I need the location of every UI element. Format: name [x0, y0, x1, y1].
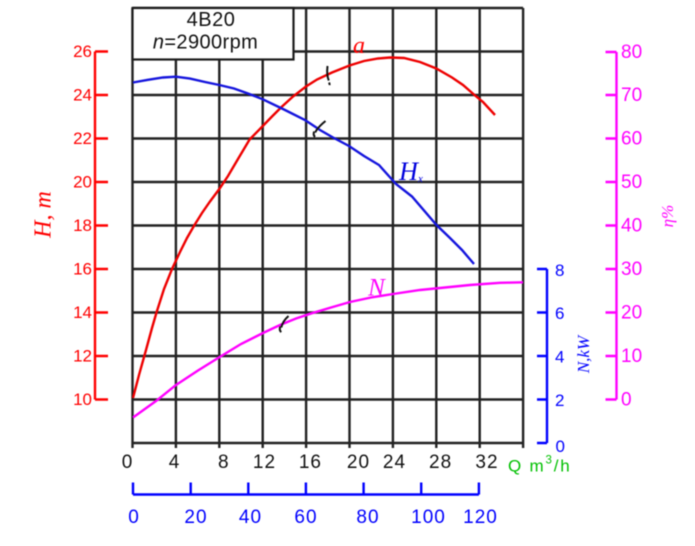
svg-text:12: 12 — [253, 452, 276, 473]
svg-text:50: 50 — [621, 172, 642, 193]
svg-text:30: 30 — [621, 259, 642, 280]
svg-text:18: 18 — [73, 216, 92, 235]
svg-text:10: 10 — [621, 346, 642, 367]
svg-text:60: 60 — [294, 507, 317, 528]
svg-text:H, m: H, m — [31, 191, 57, 239]
svg-text:10: 10 — [73, 390, 92, 409]
svg-text:120: 120 — [463, 507, 498, 528]
svg-text:80: 80 — [356, 507, 379, 528]
svg-text:22: 22 — [73, 129, 92, 148]
svg-text:n=2900rpm: n=2900rpm — [153, 32, 258, 54]
svg-text:Q m3/h: Q m3/h — [508, 455, 572, 476]
svg-text:28: 28 — [429, 452, 452, 473]
svg-text:32: 32 — [475, 452, 498, 473]
svg-text:4: 4 — [169, 452, 181, 473]
svg-text:24: 24 — [73, 86, 92, 105]
svg-text:100: 100 — [411, 507, 446, 528]
svg-text:4: 4 — [555, 348, 564, 367]
svg-text:0: 0 — [556, 437, 565, 456]
svg-text:8: 8 — [218, 452, 230, 473]
svg-text:a: a — [353, 33, 365, 59]
svg-text:16: 16 — [73, 260, 92, 279]
svg-text:40: 40 — [621, 216, 642, 237]
svg-text:0: 0 — [128, 507, 140, 528]
svg-text:24: 24 — [383, 452, 406, 473]
svg-text:20: 20 — [184, 507, 207, 528]
svg-text:12: 12 — [73, 347, 92, 366]
svg-text:4B20: 4B20 — [187, 9, 236, 31]
svg-text:20: 20 — [73, 173, 92, 192]
svg-text:70: 70 — [621, 85, 642, 106]
svg-text:40: 40 — [239, 507, 262, 528]
svg-text:26: 26 — [73, 42, 92, 61]
svg-text:η%: η% — [658, 205, 677, 228]
svg-text:14: 14 — [73, 303, 92, 322]
svg-text:6: 6 — [555, 304, 564, 323]
svg-text:60: 60 — [621, 129, 642, 150]
svg-text:16: 16 — [299, 452, 322, 473]
svg-text:0: 0 — [122, 452, 134, 473]
svg-text:N: N — [367, 275, 386, 302]
svg-text:80: 80 — [621, 42, 642, 63]
svg-text:20: 20 — [621, 303, 642, 324]
svg-text:N,kW: N,kW — [574, 334, 593, 374]
svg-text:0: 0 — [621, 390, 632, 411]
svg-text:2: 2 — [555, 391, 564, 410]
svg-text:20: 20 — [347, 452, 370, 473]
svg-text:8: 8 — [555, 261, 564, 280]
